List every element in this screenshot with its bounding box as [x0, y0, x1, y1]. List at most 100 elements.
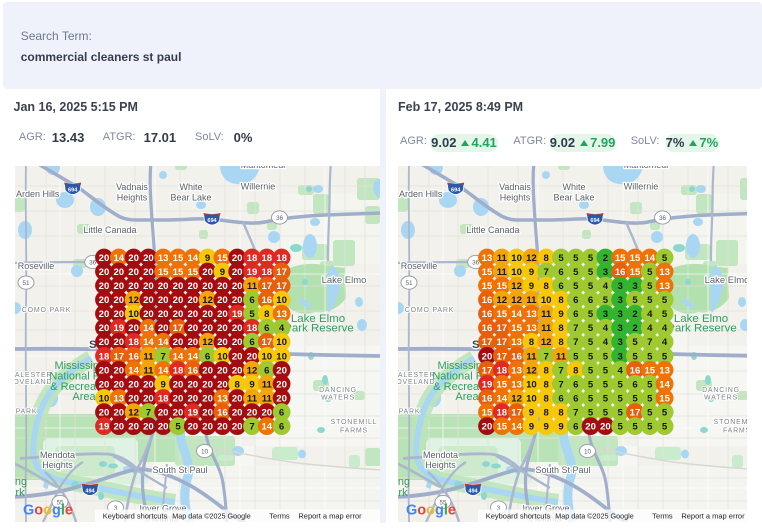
- svg-text:5: 5: [662, 351, 668, 362]
- svg-text:13: 13: [659, 365, 670, 376]
- svg-text:10: 10: [511, 253, 522, 264]
- svg-text:12: 12: [128, 407, 139, 418]
- svg-text:15: 15: [187, 267, 198, 278]
- svg-text:Lake Elmo: Lake Elmo: [291, 313, 345, 325]
- svg-text:Roseville: Roseville: [401, 261, 437, 271]
- svg-text:17: 17: [113, 351, 124, 362]
- svg-text:13: 13: [113, 393, 124, 404]
- svg-text:15: 15: [496, 421, 507, 432]
- svg-text:11: 11: [541, 309, 552, 320]
- svg-text:3: 3: [113, 505, 117, 512]
- svg-text:5: 5: [662, 295, 668, 306]
- svg-text:Map data ©2025 Google: Map data ©2025 Google: [172, 511, 250, 520]
- svg-text:11: 11: [247, 281, 258, 292]
- svg-text:Little Canada: Little Canada: [83, 225, 136, 235]
- svg-text:13: 13: [659, 281, 670, 292]
- svg-text:6: 6: [558, 281, 563, 292]
- svg-text:Park Reserve: Park Reserve: [284, 323, 354, 335]
- svg-text:WATERS: WATERS: [321, 394, 355, 401]
- svg-text:14: 14: [496, 393, 507, 404]
- svg-text:3: 3: [632, 281, 637, 292]
- svg-text:694: 694: [451, 188, 461, 194]
- svg-text:HIGHLAND PARK: HIGHLAND PARK: [398, 408, 420, 415]
- svg-text:18: 18: [261, 267, 272, 278]
- svg-text:16: 16: [261, 295, 272, 306]
- svg-text:11: 11: [541, 323, 552, 334]
- svg-text:17: 17: [629, 407, 640, 418]
- svg-text:20: 20: [246, 407, 257, 418]
- svg-text:14: 14: [644, 253, 655, 264]
- svg-text:Lake Elmo: Lake Elmo: [674, 313, 728, 325]
- svg-text:20: 20: [276, 379, 287, 390]
- svg-text:12: 12: [511, 393, 522, 404]
- svg-text:5: 5: [588, 337, 594, 348]
- svg-text:4: 4: [662, 323, 668, 334]
- svg-text:6: 6: [573, 421, 578, 432]
- svg-text:19: 19: [98, 421, 109, 432]
- svg-text:8: 8: [543, 407, 549, 418]
- svg-text:17: 17: [261, 281, 272, 292]
- svg-text:20: 20: [202, 379, 213, 390]
- svg-text:Mississippi: Mississippi: [437, 360, 490, 372]
- svg-text:14: 14: [511, 421, 522, 432]
- svg-text:5: 5: [588, 393, 594, 404]
- svg-text:11: 11: [143, 351, 154, 362]
- svg-text:20: 20: [98, 323, 109, 334]
- svg-text:13: 13: [526, 309, 537, 320]
- svg-text:20: 20: [600, 421, 611, 432]
- svg-text:FARMS: FARMS: [340, 427, 368, 434]
- svg-text:20: 20: [128, 267, 139, 278]
- svg-text:Mendota: Mendota: [40, 450, 75, 460]
- svg-text:36: 36: [472, 259, 480, 266]
- svg-text:ng: ng: [398, 476, 410, 488]
- svg-text:10: 10: [584, 448, 592, 455]
- svg-text:15: 15: [644, 365, 655, 376]
- svg-text:5: 5: [617, 393, 623, 404]
- svg-text:6: 6: [573, 379, 578, 390]
- svg-text:7: 7: [145, 407, 150, 418]
- svg-text:5: 5: [558, 253, 564, 264]
- svg-text:9: 9: [160, 379, 165, 390]
- svg-text:& Recreatio: & Recreatio: [433, 381, 490, 393]
- svg-text:20: 20: [98, 281, 109, 292]
- svg-text:FARMS: FARMS: [723, 427, 747, 434]
- svg-text:20: 20: [217, 323, 228, 334]
- svg-text:16: 16: [481, 309, 492, 320]
- svg-text:HIGHLAND PARK: HIGHLAND PARK: [15, 408, 37, 415]
- svg-text:12: 12: [511, 295, 522, 306]
- svg-text:5: 5: [632, 295, 638, 306]
- svg-text:4: 4: [662, 337, 668, 348]
- svg-text:9: 9: [529, 421, 534, 432]
- svg-text:5: 5: [588, 253, 594, 264]
- svg-text:5: 5: [573, 281, 579, 292]
- svg-text:20: 20: [172, 393, 183, 404]
- svg-text:13: 13: [217, 393, 228, 404]
- svg-text:20: 20: [202, 421, 213, 432]
- svg-text:17: 17: [496, 337, 507, 348]
- svg-text:20: 20: [143, 393, 154, 404]
- svg-text:5: 5: [588, 351, 594, 362]
- svg-text:MACALESTER: MACALESTER: [15, 372, 52, 379]
- svg-text:15: 15: [615, 253, 626, 264]
- svg-text:9: 9: [558, 421, 563, 432]
- svg-text:16: 16: [187, 365, 198, 376]
- svg-text:3: 3: [617, 323, 622, 334]
- svg-text:5: 5: [249, 309, 255, 320]
- svg-text:Vadnais: Vadnais: [116, 182, 148, 192]
- svg-text:5: 5: [573, 267, 579, 278]
- svg-text:20: 20: [217, 295, 228, 306]
- svg-text:7: 7: [558, 379, 563, 390]
- svg-text:13: 13: [276, 309, 287, 320]
- svg-text:4: 4: [617, 365, 623, 376]
- svg-text:15: 15: [481, 407, 492, 418]
- svg-text:10: 10: [201, 448, 209, 455]
- svg-text:13: 13: [511, 379, 522, 390]
- svg-text:20: 20: [481, 351, 492, 362]
- svg-text:20: 20: [98, 379, 109, 390]
- svg-text:20: 20: [202, 393, 213, 404]
- svg-text:20: 20: [113, 421, 124, 432]
- svg-text:16: 16: [511, 351, 522, 362]
- svg-text:9: 9: [249, 379, 254, 390]
- svg-text:8: 8: [573, 365, 579, 376]
- svg-text:5: 5: [647, 351, 653, 362]
